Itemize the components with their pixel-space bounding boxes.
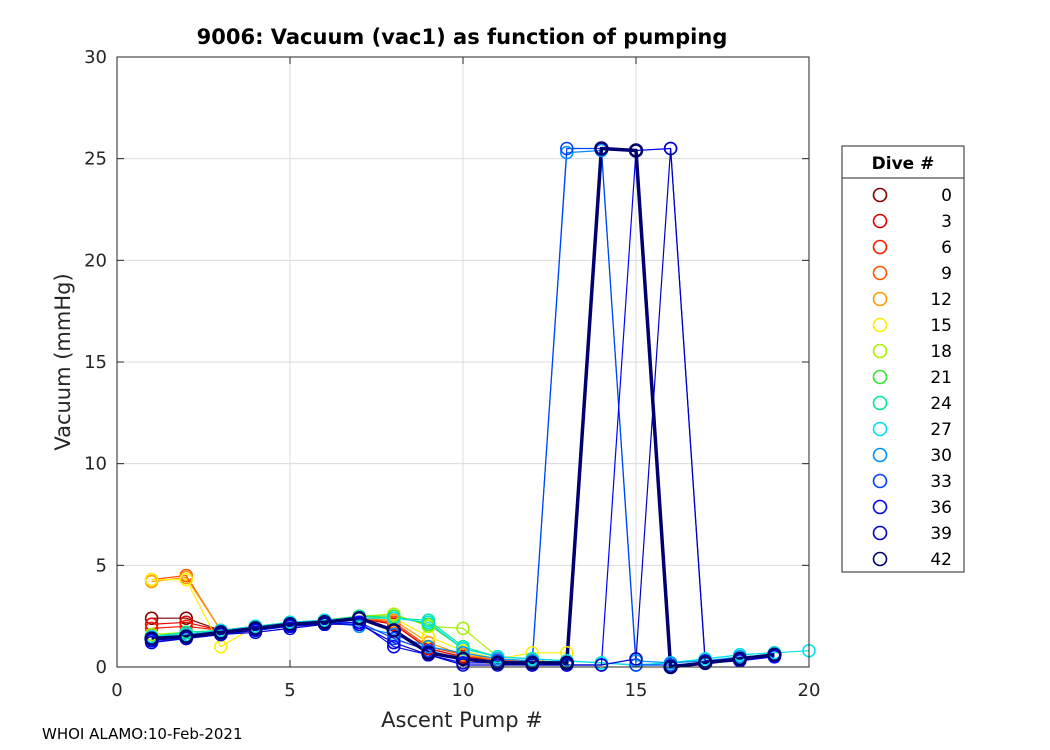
data-point	[594, 658, 609, 672]
legend-marker	[872, 395, 888, 411]
legend-entry: 6	[941, 238, 952, 258]
legend-entry: 18	[930, 342, 952, 362]
y-tick-label: 10	[84, 454, 107, 475]
data-point	[456, 658, 470, 672]
legend-marker	[872, 187, 888, 203]
legend-title: Dive #	[872, 154, 935, 174]
x-tick-label: 15	[625, 680, 648, 701]
legend-entry: 24	[930, 394, 952, 414]
data-point	[421, 639, 436, 654]
legend-marker	[872, 421, 888, 437]
legend-marker	[872, 499, 888, 515]
legend-marker	[872, 551, 888, 567]
data-point	[351, 610, 367, 626]
data-point	[179, 572, 193, 587]
data-point	[213, 625, 229, 640]
data-point	[387, 631, 401, 646]
data-point	[490, 655, 505, 671]
data-point	[455, 651, 471, 667]
footer-stamp: WHOI ALAMO:10-Feb-2021	[42, 725, 243, 743]
data-point	[283, 621, 297, 636]
data-point	[456, 641, 470, 656]
data-point	[732, 651, 748, 667]
legend-entry: 36	[930, 498, 952, 518]
legend-marker	[872, 525, 888, 541]
x-axis-label: Ascent Pump #	[381, 708, 543, 732]
data-point	[282, 617, 298, 632]
data-point	[560, 145, 574, 160]
chart-title: 9006: Vacuum (vac1) as function of pumpi…	[197, 25, 728, 49]
y-tick-label: 20	[84, 250, 107, 271]
data-point	[663, 141, 678, 156]
y-tick-label: 30	[84, 47, 107, 68]
legend-marker	[872, 239, 888, 255]
data-point	[628, 143, 644, 158]
data-point	[456, 621, 470, 636]
data-point	[421, 645, 436, 661]
legend-marker	[872, 473, 888, 489]
legend-entry: 15	[930, 316, 952, 336]
legend-marker	[872, 343, 888, 359]
legend-entry: 33	[930, 472, 952, 492]
legend-marker	[872, 213, 888, 229]
y-tick-label: 0	[96, 657, 107, 678]
data-point	[386, 623, 402, 638]
legend-entry: 3	[941, 212, 952, 232]
legend-entry: 12	[930, 290, 952, 310]
data-point	[560, 141, 574, 156]
data-point	[144, 572, 159, 587]
data-point	[767, 647, 782, 663]
data-point	[559, 655, 575, 671]
y-axis-label: Vacuum (mmHg)	[51, 273, 75, 450]
x-tick-label: 5	[284, 680, 295, 701]
legend-entry: 30	[930, 446, 952, 466]
legend-entry: 0	[941, 186, 952, 206]
grid-lines	[116, 56, 810, 668]
data-point	[629, 658, 643, 672]
x-tick-label: 20	[798, 680, 821, 701]
data-point	[248, 621, 263, 636]
data-point	[629, 652, 643, 666]
legend-marker	[872, 369, 888, 385]
legend-marker	[872, 317, 888, 333]
y-tick-label: 25	[84, 149, 107, 170]
data-point	[387, 639, 401, 654]
data-point	[144, 635, 159, 650]
data-point	[317, 615, 332, 630]
legend-marker	[872, 265, 888, 281]
plot-frame	[116, 56, 810, 668]
legend-marker	[872, 447, 888, 463]
y-tick-label: 5	[96, 555, 107, 576]
data-point	[144, 611, 159, 625]
axes: 0 5 10 15 20 0 5 10 15 20 25 30	[84, 47, 820, 701]
legend-entry: 42	[930, 550, 952, 570]
data-point	[421, 615, 436, 630]
legend-box	[841, 145, 965, 573]
data-point	[178, 629, 194, 644]
data-point	[697, 655, 713, 671]
legend-entry: 21	[930, 368, 952, 388]
legend-entry: 39	[930, 524, 952, 544]
x-tick-label: 0	[111, 680, 122, 701]
data-point	[594, 141, 609, 156]
data-point	[524, 655, 540, 671]
data-point	[144, 631, 159, 646]
data-point	[352, 617, 366, 632]
y-tick-label: 15	[84, 352, 107, 373]
legend-entry: 27	[930, 420, 952, 440]
data-point	[179, 611, 193, 625]
legend-marker	[872, 291, 888, 307]
legend-entry: 9	[941, 264, 952, 284]
x-tick-label: 10	[452, 680, 475, 701]
